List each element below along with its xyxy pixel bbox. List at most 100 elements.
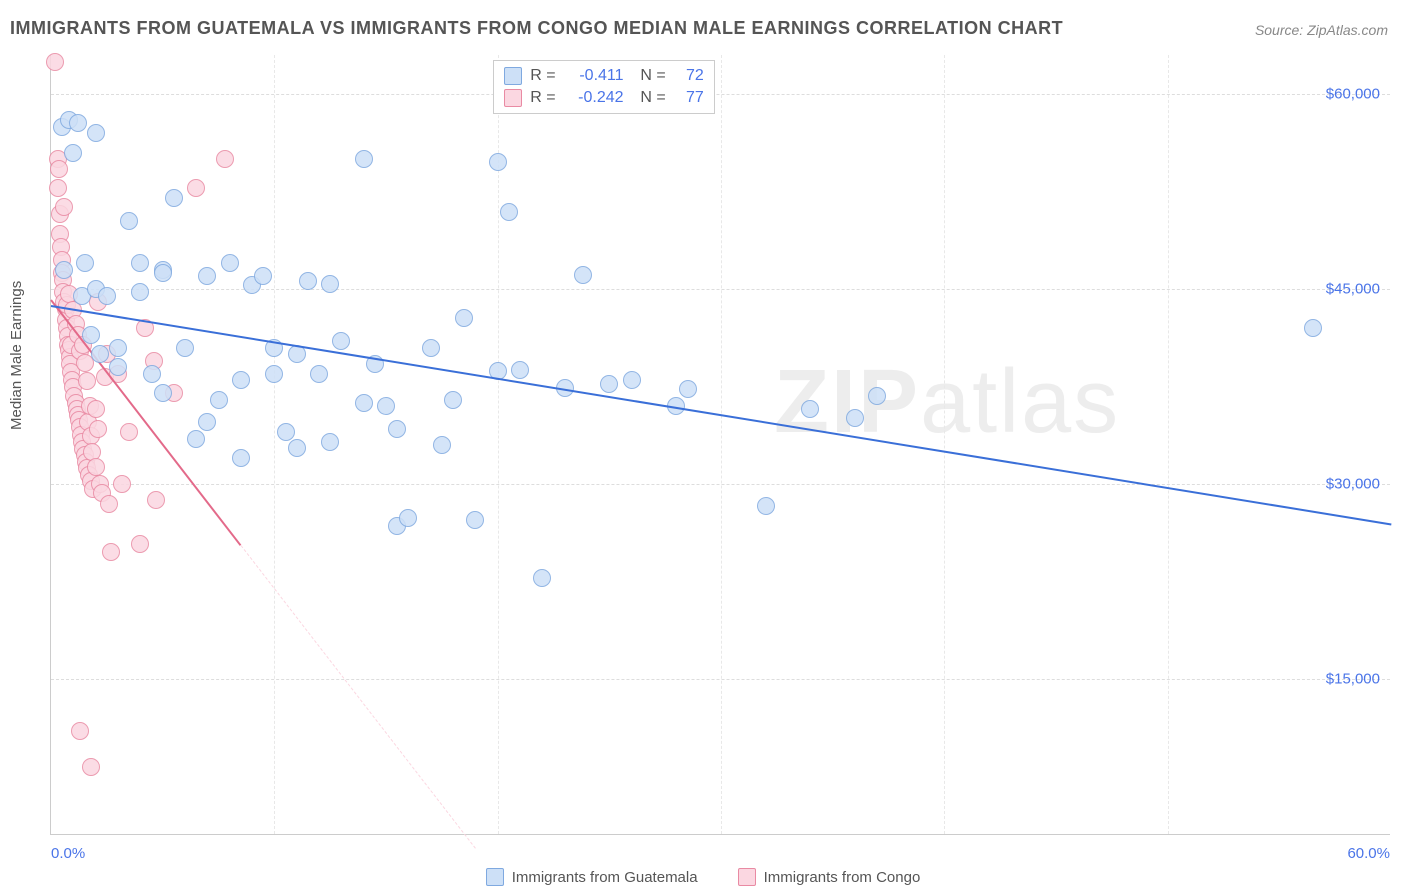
data-point [679, 380, 697, 398]
r-value: -0.242 [564, 89, 624, 107]
data-point [574, 266, 592, 284]
data-point [355, 394, 373, 412]
data-point [71, 722, 89, 740]
data-point [154, 384, 172, 402]
data-point [321, 433, 339, 451]
r-value: -0.411 [564, 67, 624, 85]
watermark-bold: ZIP [774, 352, 920, 452]
x-gridline [498, 55, 499, 834]
data-point [221, 254, 239, 272]
plot-area: ZIPatlas $15,000$30,000$45,000$60,0000.0… [50, 55, 1390, 835]
data-point [55, 261, 73, 279]
y-tick-label: $60,000 [1326, 86, 1380, 103]
data-point [109, 358, 127, 376]
x-gridline [274, 55, 275, 834]
data-point [399, 509, 417, 527]
data-point [143, 365, 161, 383]
x-tick-label-left: 0.0% [51, 845, 85, 862]
data-point [299, 272, 317, 290]
data-point [254, 267, 272, 285]
data-point [87, 400, 105, 418]
data-point [87, 124, 105, 142]
data-point [377, 397, 395, 415]
correlation-row: R = -0.242 N = 77 [504, 87, 704, 109]
x-gridline [721, 55, 722, 834]
data-point [500, 203, 518, 221]
data-point [91, 345, 109, 363]
watermark: ZIPatlas [774, 351, 1120, 454]
data-point [422, 339, 440, 357]
data-point [131, 254, 149, 272]
legend-swatch [504, 89, 522, 107]
data-point [78, 372, 96, 390]
y-axis-label: Median Male Earnings [8, 281, 25, 430]
data-point [600, 375, 618, 393]
data-point [265, 365, 283, 383]
data-point [69, 114, 87, 132]
data-point [55, 198, 73, 216]
data-point [49, 179, 67, 197]
data-point [846, 409, 864, 427]
data-point [82, 758, 100, 776]
chart-source: Source: ZipAtlas.com [1255, 22, 1388, 38]
data-point [466, 511, 484, 529]
x-tick-label-right: 60.0% [1347, 845, 1390, 862]
data-point [131, 535, 149, 553]
data-point [154, 264, 172, 282]
data-point [232, 449, 250, 467]
legend-label: Immigrants from Guatemala [512, 869, 698, 886]
data-point [87, 458, 105, 476]
legend-item: Immigrants from Guatemala [486, 868, 698, 886]
x-gridline [944, 55, 945, 834]
data-point [757, 497, 775, 515]
data-point [187, 179, 205, 197]
data-point [277, 423, 295, 441]
n-value: 77 [674, 89, 704, 107]
chart-title: IMMIGRANTS FROM GUATEMALA VS IMMIGRANTS … [10, 18, 1063, 39]
data-point [198, 267, 216, 285]
data-point [1304, 319, 1322, 337]
data-point [187, 430, 205, 448]
legend-swatch [504, 67, 522, 85]
data-point [147, 491, 165, 509]
watermark-thin: atlas [920, 352, 1120, 452]
data-point [355, 150, 373, 168]
y-tick-label: $45,000 [1326, 281, 1380, 298]
correlation-legend: R = -0.411 N = 72R = -0.242 N = 77 [493, 60, 715, 114]
data-point [433, 436, 451, 454]
data-point [388, 420, 406, 438]
data-point [232, 371, 250, 389]
data-point [120, 212, 138, 230]
legend-swatch [738, 868, 756, 886]
data-point [444, 391, 462, 409]
data-point [82, 326, 100, 344]
data-point [89, 420, 107, 438]
data-point [176, 339, 194, 357]
legend-swatch [486, 868, 504, 886]
data-point [868, 387, 886, 405]
bottom-legend: Immigrants from Guatemala Immigrants from… [0, 868, 1406, 886]
data-point [310, 365, 328, 383]
data-point [321, 275, 339, 293]
data-point [50, 160, 68, 178]
data-point [623, 371, 641, 389]
y-tick-label: $15,000 [1326, 671, 1380, 688]
data-point [533, 569, 551, 587]
chart-container: IMMIGRANTS FROM GUATEMALA VS IMMIGRANTS … [0, 0, 1406, 892]
data-point [198, 413, 216, 431]
data-point [801, 400, 819, 418]
correlation-row: R = -0.411 N = 72 [504, 65, 704, 87]
data-point [120, 423, 138, 441]
data-point [216, 150, 234, 168]
data-point [511, 361, 529, 379]
legend-label: Immigrants from Congo [764, 869, 921, 886]
data-point [332, 332, 350, 350]
data-point [455, 309, 473, 327]
data-point [102, 543, 120, 561]
data-point [100, 495, 118, 513]
data-point [489, 153, 507, 171]
data-point [98, 287, 116, 305]
data-point [76, 254, 94, 272]
data-point [131, 283, 149, 301]
data-point [109, 339, 127, 357]
